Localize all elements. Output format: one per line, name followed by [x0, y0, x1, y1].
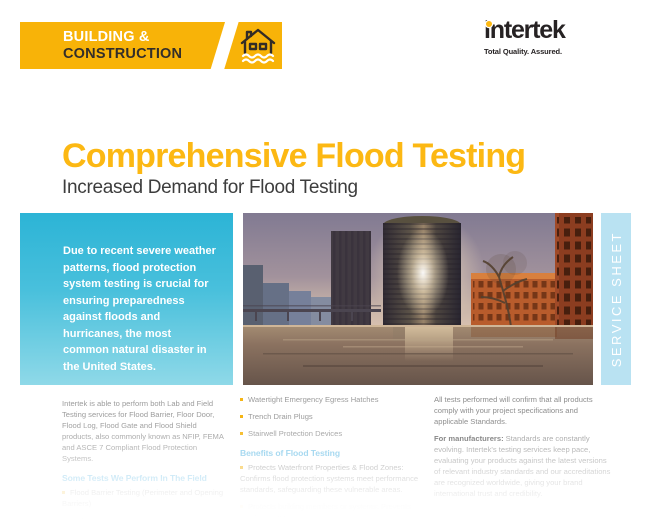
- flooded-city-photo: [243, 213, 593, 385]
- division-label-line1: BUILDING &: [63, 29, 150, 45]
- logo-i-dot-icon: [486, 20, 492, 27]
- headline-block: Comprehensive Flood Testing Increased De…: [62, 137, 526, 199]
- service-sheet-label: SERVICE SHEET: [608, 230, 624, 368]
- benefits-heading: Benefits of Flood Testing: [240, 448, 340, 458]
- bullet-icon: [240, 414, 243, 418]
- logo-tagline: Total Quality. Assured.: [484, 47, 562, 56]
- callout-text: Due to recent severe weather patterns, f…: [63, 245, 216, 373]
- benefit-item: Protects building members or systems: Pr…: [240, 501, 424, 520]
- field-test-item: Flood Barrier Testing (Perimeter and Ope…: [62, 487, 226, 509]
- column-left: Intertek is able to perform both Lab and…: [62, 398, 226, 520]
- column-middle: Watertight Emergency Egress Hatches Tren…: [240, 394, 424, 520]
- flooded-city-illustration: [243, 213, 593, 385]
- column-right: All tests performed will confirm that al…: [434, 394, 614, 505]
- column-left-intro: Intertek is able to perform both Lab and…: [62, 399, 224, 463]
- field-test-item-label: Hydrostatic Leak Testing: [70, 516, 153, 520]
- benefit-item: Protects Waterfront Properties & Flood Z…: [240, 462, 424, 495]
- manufacturers-lead: For manufacturers:: [434, 434, 504, 443]
- flooded-house-icon: [240, 28, 276, 64]
- product-item-label: Trench Drain Plugs: [248, 412, 313, 421]
- service-sheet-ribbon: SERVICE SHEET: [601, 213, 631, 385]
- bullet-icon: [240, 431, 243, 435]
- product-item: Watertight Emergency Egress Hatches: [240, 394, 424, 405]
- callout-box: Due to recent severe weather patterns, f…: [20, 213, 233, 385]
- bullet-icon: [62, 490, 65, 494]
- intertek-logo-text: intertek: [484, 16, 566, 44]
- intertek-logo: intertek Total Quality. Assured.: [484, 16, 566, 57]
- page-subtitle: Increased Demand for Flood Testing: [62, 176, 358, 198]
- division-label: BUILDING & CONSTRUCTION: [63, 29, 182, 62]
- bullet-icon: [240, 504, 243, 508]
- division-banner: BUILDING & CONSTRUCTION: [20, 22, 282, 69]
- product-item-label: Stairwell Protection Devices: [248, 429, 343, 438]
- product-item: Stairwell Protection Devices: [240, 428, 424, 439]
- product-item: Trench Drain Plugs: [240, 411, 424, 422]
- intertek-logo-word: intertek: [484, 16, 566, 44]
- benefit-item-text: Protects building members or systems: Pr…: [240, 502, 411, 520]
- bullet-icon: [240, 397, 243, 401]
- banner-divider: [208, 22, 241, 69]
- field-test-item: Hydrostatic Leak Testing: [62, 515, 226, 520]
- bullet-icon: [240, 465, 243, 469]
- field-test-item-label: Flood Barrier Testing (Perimeter and Ope…: [62, 488, 224, 509]
- manufacturers-paragraph: For manufacturers: Standards are constant…: [434, 433, 614, 499]
- page-title: Comprehensive Flood Testing: [62, 137, 526, 175]
- manufacturers-text: Standards are constantly evolving. Inter…: [434, 434, 611, 498]
- product-item-label: Watertight Emergency Egress Hatches: [248, 395, 379, 404]
- benefit-item-text: Protects Waterfront Properties & Flood Z…: [240, 463, 419, 495]
- field-tests-heading: Some Tests We Perform In The Field: [62, 473, 207, 483]
- compliance-paragraph: All tests performed will confirm that al…: [434, 395, 593, 426]
- division-label-line2: CONSTRUCTION: [63, 45, 183, 62]
